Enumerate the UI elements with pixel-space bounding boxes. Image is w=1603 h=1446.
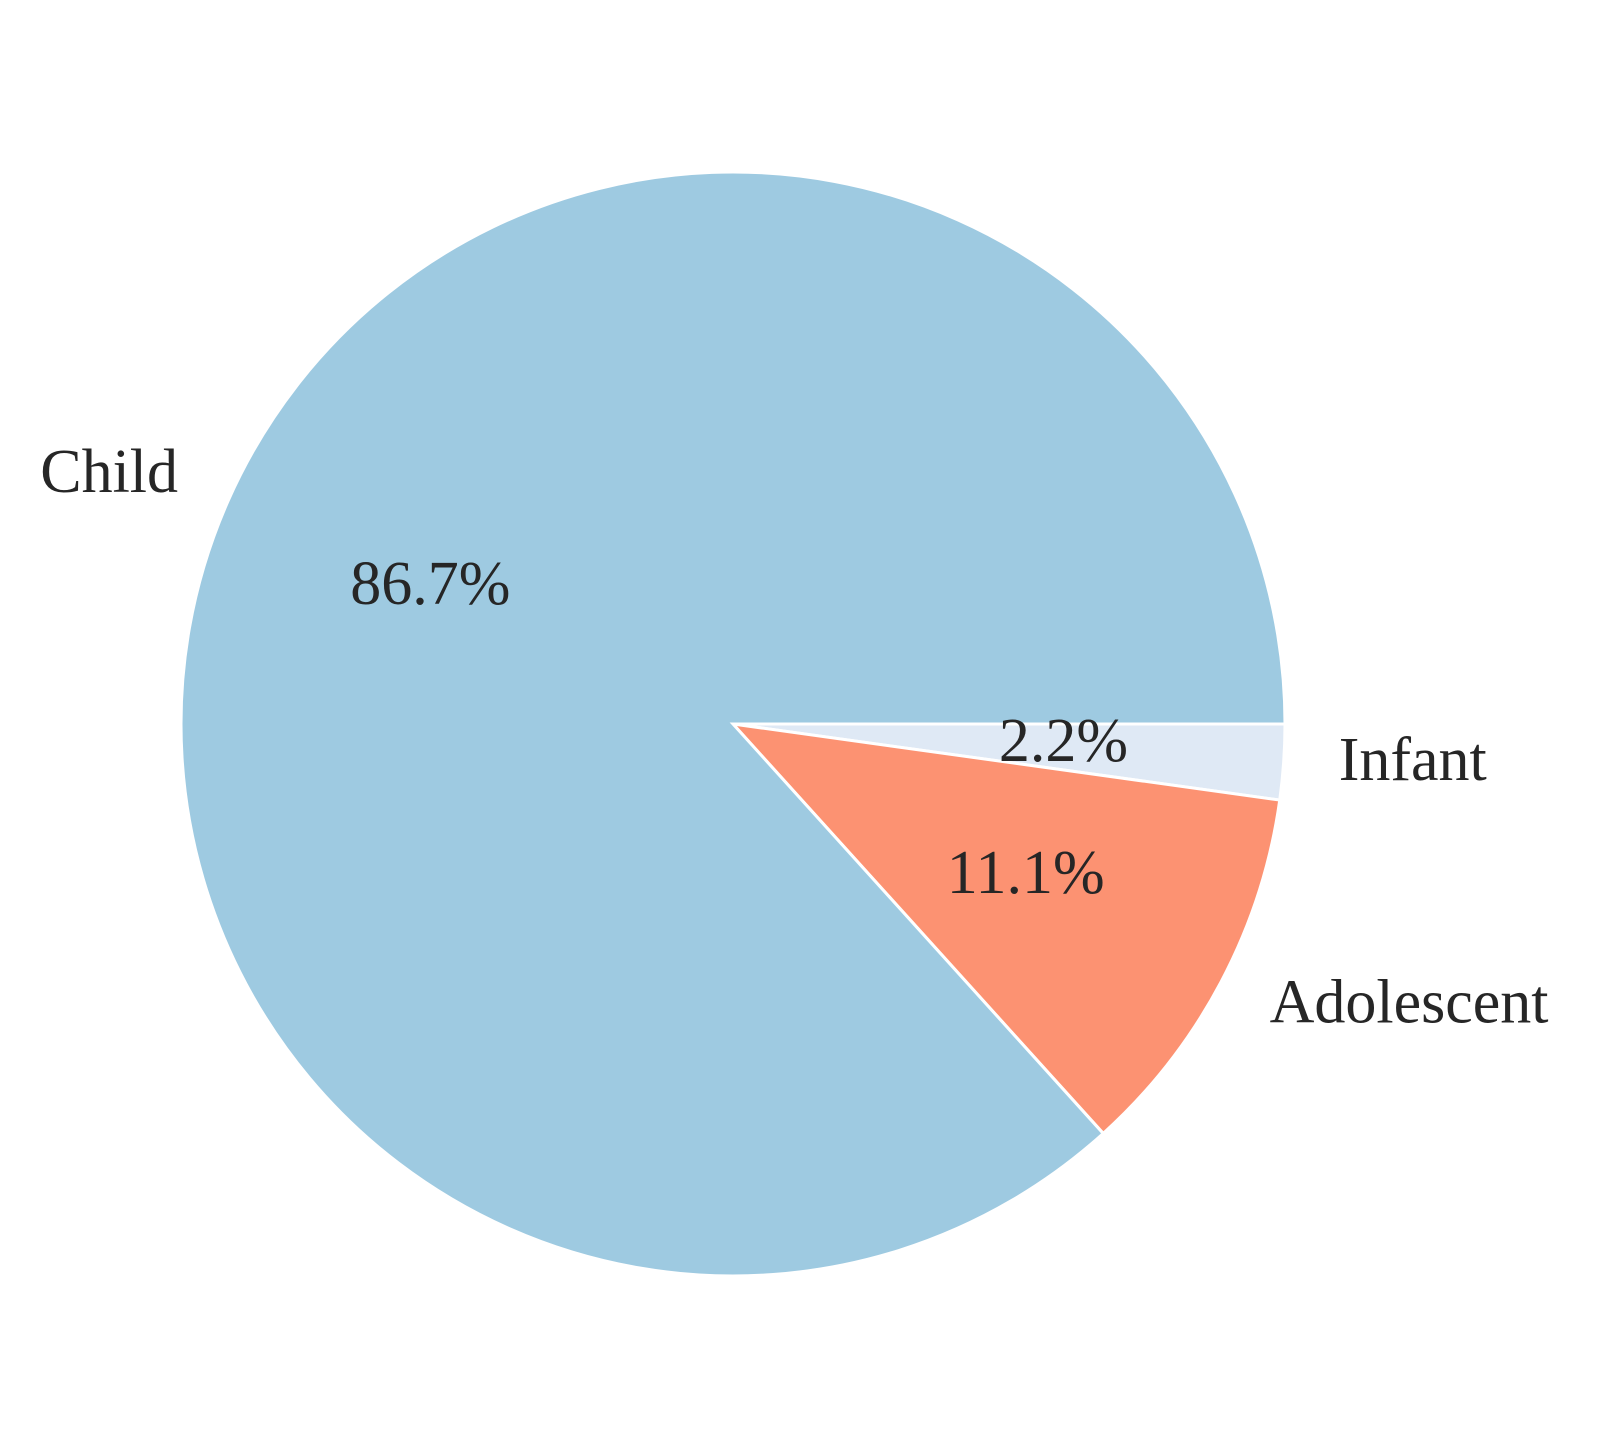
pie-percent-adolescent: 11.1% (947, 839, 1105, 907)
pie-percent-infant: 2.2% (999, 707, 1128, 775)
pie-slice-child (179, 170, 1287, 1278)
pie-labels: Infant 2.2% Adolescent 11.1% Child 86.7% (40, 438, 1548, 1037)
pie-slice-adolescent (729, 721, 1282, 1136)
pie-label-adolescent: Adolescent (1270, 968, 1549, 1036)
pie-label-infant: Infant (1339, 726, 1487, 794)
pie-slices (179, 170, 1287, 1278)
pie-percent-child: 86.7% (350, 550, 510, 618)
pie-label-child: Child (40, 438, 178, 506)
